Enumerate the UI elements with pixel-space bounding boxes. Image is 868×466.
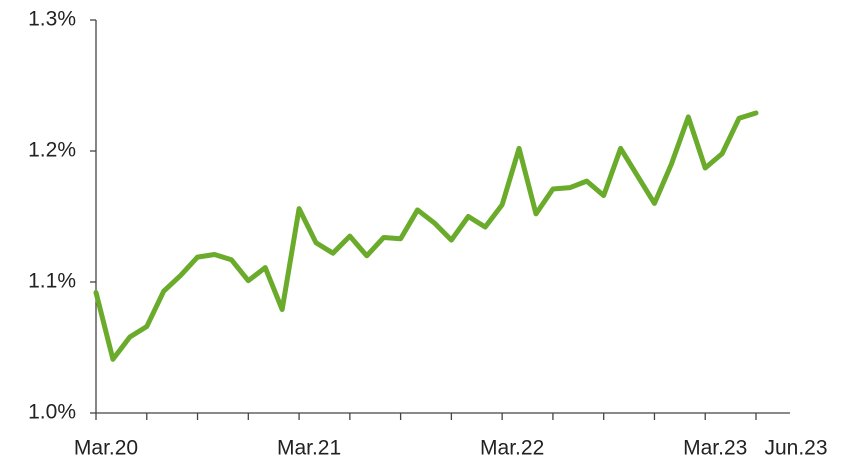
x-tick-label: Mar.22 [480, 437, 544, 460]
y-tick-label: 1.3% [28, 8, 76, 31]
x-tick-label: Mar.21 [277, 437, 341, 460]
y-tick-label: 1.0% [28, 401, 76, 424]
x-tick-label: Mar.20 [74, 437, 138, 460]
data-line [93, 110, 759, 362]
y-tick-label: 1.1% [28, 270, 76, 293]
x-tick-label: Mar.23 [683, 437, 747, 460]
x-tick-label: Jun.23 [764, 437, 827, 460]
y-tick-label: 1.2% [28, 139, 76, 162]
